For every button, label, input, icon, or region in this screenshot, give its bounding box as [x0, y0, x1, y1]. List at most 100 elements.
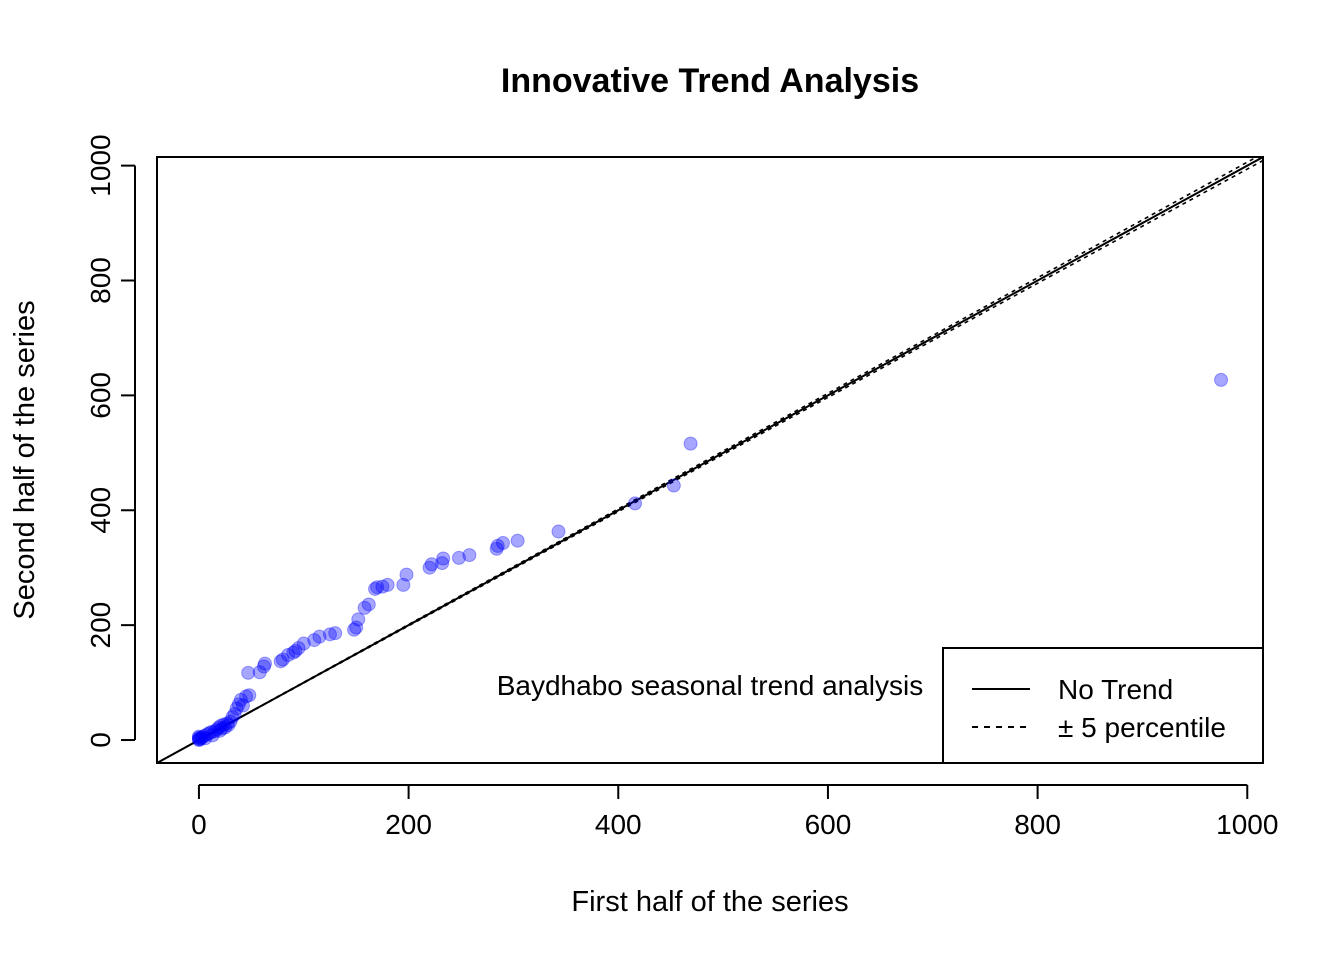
data-point	[202, 726, 217, 741]
data-point	[191, 731, 206, 746]
data-point	[490, 538, 505, 553]
data-point	[551, 524, 566, 539]
data-point	[191, 733, 206, 748]
data-point	[351, 612, 366, 627]
data-point	[204, 724, 219, 739]
data-point	[273, 654, 288, 669]
data-point	[195, 730, 210, 745]
data-points	[191, 372, 1229, 748]
lower-percentile-line	[198, 160, 1262, 741]
data-point	[205, 728, 220, 743]
y-tick-label: 200	[85, 602, 116, 649]
data-point	[628, 496, 643, 511]
data-point	[217, 717, 232, 732]
y-tick-label: 0	[85, 732, 116, 748]
data-point	[361, 597, 376, 612]
data-point	[257, 656, 272, 671]
data-point	[399, 567, 414, 582]
y-tick-label: 1000	[85, 134, 116, 196]
legend: No Trend ± 5 percentile	[942, 647, 1264, 764]
data-point	[191, 729, 206, 744]
data-point	[322, 627, 337, 642]
data-point	[435, 556, 450, 571]
data-point	[375, 579, 390, 594]
data-point	[220, 716, 235, 731]
data-point	[288, 643, 303, 658]
x-tick-label: 400	[595, 809, 642, 840]
data-point	[380, 577, 395, 592]
data-point	[200, 727, 215, 742]
legend-box	[942, 647, 1264, 764]
data-point	[233, 692, 248, 707]
data-point	[211, 720, 226, 735]
y-tick-label: 600	[85, 372, 116, 419]
data-point	[191, 730, 206, 745]
data-point	[242, 688, 257, 703]
chart-title: Innovative Trend Analysis	[501, 62, 919, 100]
data-point	[666, 478, 681, 493]
data-point	[207, 724, 222, 739]
data-point	[436, 551, 451, 566]
x-tick-label: 600	[805, 809, 852, 840]
data-point	[462, 548, 477, 563]
data-point	[231, 697, 246, 712]
y-axis: 0 200 400 600 800 1000	[85, 134, 136, 748]
data-point	[370, 580, 385, 595]
data-point	[489, 541, 504, 556]
data-point	[510, 533, 525, 548]
plot-frame	[156, 156, 1264, 764]
data-point	[221, 718, 236, 733]
data-point	[213, 718, 228, 733]
data-point	[312, 629, 327, 644]
data-point	[451, 550, 466, 565]
data-point	[229, 701, 244, 716]
data-point	[209, 722, 224, 737]
reference-lines	[158, 158, 1262, 762]
data-point	[683, 436, 698, 451]
data-point	[218, 720, 233, 735]
data-point	[235, 698, 250, 713]
data-point	[349, 620, 364, 635]
upper-percentile-line	[198, 158, 1257, 741]
data-point	[347, 622, 362, 637]
data-point	[197, 729, 212, 744]
data-point	[328, 626, 343, 641]
y-tick-label: 400	[85, 487, 116, 534]
data-point	[227, 707, 242, 722]
legend-percentile-label: ± 5 percentile	[1058, 712, 1226, 743]
data-point	[225, 710, 240, 725]
data-point	[223, 714, 238, 729]
y-tick-label: 800	[85, 257, 116, 304]
data-point	[424, 557, 439, 572]
annotation-text: Baydhabo seasonal trend analysis	[497, 670, 924, 701]
legend-no-trend-label: No Trend	[1058, 674, 1173, 705]
data-point	[396, 577, 411, 592]
data-point	[214, 721, 229, 736]
data-point	[1214, 372, 1229, 387]
data-point	[241, 665, 256, 680]
data-point	[212, 723, 227, 738]
x-tick-label: 0	[191, 809, 207, 840]
data-point	[252, 665, 267, 680]
data-point	[194, 731, 209, 746]
data-point	[422, 560, 437, 575]
data-point	[275, 652, 290, 667]
x-tick-label: 200	[385, 809, 432, 840]
data-point	[368, 581, 383, 596]
x-axis: 0 200 400 600 800 1000	[191, 784, 1278, 840]
data-point	[281, 648, 296, 663]
y-axis-label: Second half of the series	[9, 300, 41, 619]
data-point	[357, 600, 372, 615]
data-point	[495, 536, 510, 551]
data-point	[286, 645, 301, 660]
x-axis-label: First half of the series	[571, 886, 848, 918]
data-point	[296, 636, 311, 651]
x-tick-label: 800	[1014, 809, 1061, 840]
data-point	[198, 731, 213, 746]
data-point	[192, 732, 207, 747]
data-point	[307, 633, 322, 648]
data-point	[291, 641, 306, 656]
data-point	[239, 689, 254, 704]
data-point	[256, 659, 271, 674]
